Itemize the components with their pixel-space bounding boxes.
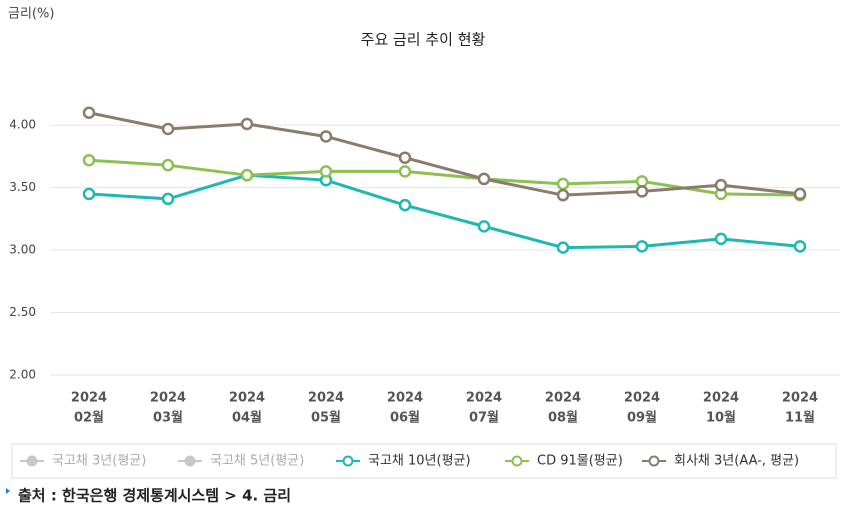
legend-label: 국고채 5년(평균) xyxy=(210,454,304,469)
y-axis-label: 금리(%) xyxy=(8,7,54,22)
legend-box xyxy=(11,443,837,479)
y-tick-label: 4.00 xyxy=(9,118,36,132)
series-line xyxy=(88,173,801,250)
source-marker xyxy=(6,488,10,494)
data-point xyxy=(82,187,96,201)
x-tick-label: 03월 xyxy=(153,410,183,426)
data-point xyxy=(714,178,728,192)
data-point xyxy=(556,188,570,202)
legend-label: 국고채 3년(평균) xyxy=(52,454,146,469)
data-point xyxy=(82,153,96,167)
data-point xyxy=(477,220,491,233)
x-tick-label: 06월 xyxy=(390,410,420,426)
data-point xyxy=(793,187,807,201)
x-tick-label: 2024 xyxy=(387,391,423,406)
x-tick-label: 07월 xyxy=(469,410,499,426)
x-tick-label: 05월 xyxy=(311,410,341,426)
x-tick-label: 2024 xyxy=(703,391,739,406)
data-point xyxy=(714,232,728,246)
series-line xyxy=(88,111,801,197)
x-tick-label: 2024 xyxy=(466,391,502,406)
legend-swatch-marker xyxy=(648,455,660,467)
x-tick-label: 02월 xyxy=(74,410,104,426)
x-tick-label: 08월 xyxy=(548,410,578,426)
legend-swatch-marker xyxy=(342,455,354,467)
y-tick-label: 3.50 xyxy=(9,180,36,194)
x-tick-label: 2024 xyxy=(229,391,265,406)
data-point xyxy=(398,151,412,164)
y-tick-label: 2.00 xyxy=(9,368,36,382)
x-tick-label: 2024 xyxy=(624,391,660,406)
x-tick-label: 11월 xyxy=(785,410,815,426)
data-point xyxy=(82,106,96,119)
data-point xyxy=(635,175,649,188)
data-point xyxy=(398,198,412,212)
legend-swatch-marker xyxy=(26,455,38,467)
data-point xyxy=(477,172,491,186)
data-point xyxy=(398,165,412,178)
x-tick-label: 2024 xyxy=(545,391,581,406)
data-point xyxy=(635,240,649,253)
data-point xyxy=(161,158,175,172)
data-point xyxy=(319,165,333,178)
legend-swatch-marker xyxy=(511,455,523,467)
data-point xyxy=(556,241,570,254)
legend-swatch-marker xyxy=(184,455,196,467)
chart-title: 주요 금리 추이 현황 xyxy=(361,31,486,49)
x-tick-label: 2024 xyxy=(71,391,107,406)
x-tick-label: 2024 xyxy=(308,391,344,406)
data-point xyxy=(793,240,807,253)
source: 출처 : 한국은행 경제통계시스템 > 4. 금리 xyxy=(18,487,291,505)
legend-label: 국고채 10년(평균) xyxy=(368,454,471,469)
x-tick-label: 2024 xyxy=(782,391,818,406)
x-tick-label: 2024 xyxy=(150,391,186,406)
data-point xyxy=(635,185,649,198)
data-point xyxy=(240,117,254,131)
x-tick-label: 10월 xyxy=(706,410,736,426)
data-point xyxy=(161,192,175,206)
x-tick-label: 04월 xyxy=(232,410,262,426)
y-tick-label: 3.00 xyxy=(9,243,36,257)
x-tick-label: 09월 xyxy=(627,410,657,426)
legend-label: 회사채 3년(AA-, 평균) xyxy=(674,454,799,469)
data-point xyxy=(319,130,333,143)
y-tick-label: 2.50 xyxy=(9,305,36,319)
data-point xyxy=(161,122,175,136)
data-point xyxy=(556,177,570,191)
legend-label: CD 91물(평균) xyxy=(537,454,623,469)
data-point xyxy=(240,168,254,182)
